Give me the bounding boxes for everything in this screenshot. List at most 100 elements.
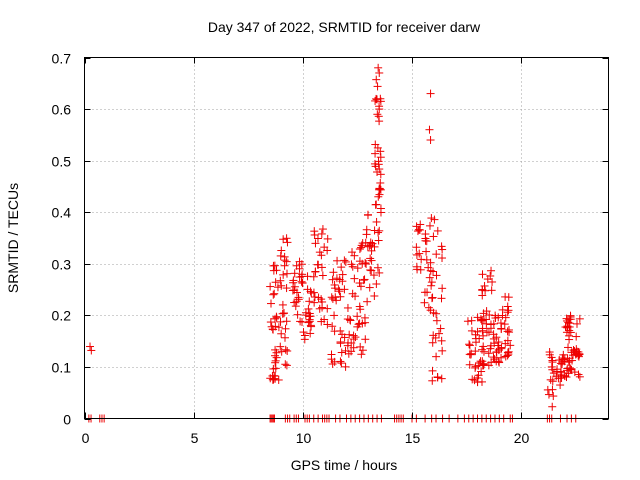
data-point-marker [292,297,301,306]
data-point-marker [426,258,435,267]
data-point-marker [428,376,437,385]
data-point-marker [494,313,503,322]
data-point-marker [355,245,364,254]
data-point-marker [438,254,447,263]
y-tick-label: 0.5 [52,154,72,170]
data-point-marker [420,288,429,297]
data-point-marker [545,350,554,359]
data-point-marker [298,317,307,326]
data-point-marker [271,356,280,365]
data-point-marker [473,327,482,336]
data-point-marker [490,355,499,364]
data-point-marker [282,317,291,326]
data-point-marker [291,302,300,311]
data-point-marker [354,320,363,329]
data-point-marker [432,316,441,325]
data-point-marker [299,328,308,337]
data-point-marker [266,282,275,291]
data-point-marker [317,263,326,272]
data-point-marker [280,309,289,318]
data-point-marker [561,323,570,332]
data-point-marker [337,359,346,368]
data-point-marker [438,284,447,293]
data-point-marker [330,357,339,366]
data-point-marker [269,374,278,383]
data-point-marker [280,261,289,270]
data-point-marker [283,238,292,247]
data-point-marker [366,238,375,247]
grid-lines [84,57,609,419]
data-point-marker [357,350,366,359]
data-point-marker [331,293,340,302]
data-point-marker [575,314,584,323]
data-point-marker [372,75,381,84]
data-point-marker [478,377,487,386]
data-point-marker [548,377,557,386]
data-point-marker [335,287,344,296]
data-point-marker [353,264,362,273]
data-point-marker [370,291,379,300]
data-point-marker [374,112,383,121]
data-point-marker [546,375,555,384]
data-point-marker [375,68,384,77]
data-point-marker [341,362,350,371]
data-point-marker [375,268,384,277]
data-point-marker [467,316,476,325]
data-point-marker [320,315,329,324]
data-point-marker [374,236,383,245]
data-point-marker [304,304,313,313]
data-point-marker [318,225,327,234]
data-point-marker [370,242,379,251]
data-point-marker [311,267,320,276]
data-point-marker [375,226,384,235]
data-point-marker [482,328,491,337]
data-point-marker [564,369,573,378]
x-axis-label: GPS time / hours [291,457,398,473]
data-point-marker [430,215,439,224]
data-point-marker [347,347,356,356]
data-point-marker [356,282,365,291]
data-point-marker [565,356,574,365]
data-point-marker [318,271,327,280]
data-point-marker [367,266,376,275]
data-point-marker [300,335,309,344]
data-point-marker [494,338,503,347]
data-point-marker [337,263,346,272]
data-point-marker [501,313,510,322]
data-point-marker [328,275,337,284]
data-point-marker [86,342,95,351]
data-point-marker [340,256,349,265]
data-point-marker [437,294,446,303]
data-point-marker [420,298,429,307]
data-point-marker [266,318,275,327]
y-tick-label: 0.3 [52,257,72,273]
data-point-marker [373,82,382,91]
plot-frame [84,57,609,419]
data-point-marker [272,312,281,321]
data-point-marker [282,284,291,293]
data-point-marker [475,334,484,343]
data-point-marker [298,270,307,279]
data-point-marker [433,226,442,235]
data-point-marker [477,367,486,376]
data-point-marker [374,228,383,237]
data-point-marker [572,332,581,341]
data-point-marker [310,293,319,302]
data-point-marker [559,350,568,359]
data-point-marker [282,361,291,370]
data-point-marker [363,210,372,219]
data-point-marker [489,319,498,328]
data-point-marker [566,365,575,374]
data-point-marker [360,275,369,284]
data-point-marker [359,276,368,285]
data-point-marker [281,345,290,354]
data-point-marker [436,324,445,333]
data-point-marker [489,353,498,362]
data-point-marker [371,162,380,171]
data-point-marker [371,200,380,209]
data-point-marker [416,265,425,274]
data-point-marker [479,342,488,351]
data-point-marker [345,330,354,339]
